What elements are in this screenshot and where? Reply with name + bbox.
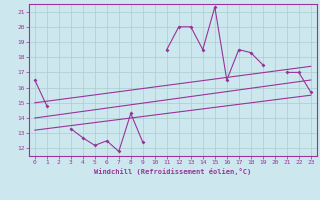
X-axis label: Windchill (Refroidissement éolien,°C): Windchill (Refroidissement éolien,°C) xyxy=(94,168,252,175)
